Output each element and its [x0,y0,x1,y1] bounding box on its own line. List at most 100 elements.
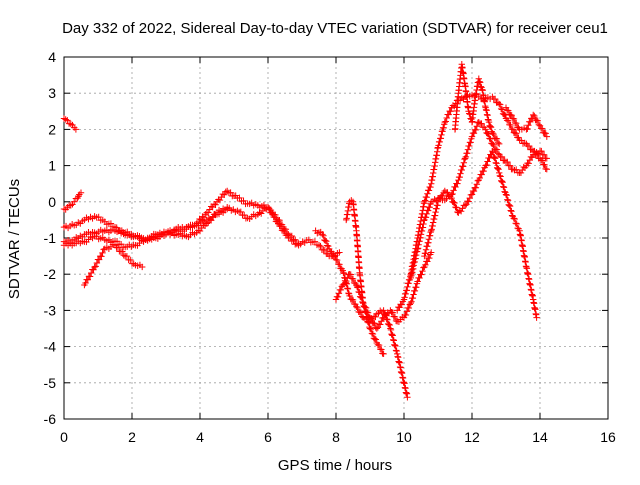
data-point [525,142,533,150]
data-point [205,209,212,216]
x-tick-label: 0 [60,429,68,445]
data-point [321,246,329,254]
data-point [344,285,352,293]
data-point [391,341,398,348]
data-point [496,140,503,148]
data-point [483,161,490,169]
data-point [241,211,248,219]
data-point [505,117,512,124]
data-point [390,336,397,343]
data-point [441,118,448,126]
data-point [322,237,329,244]
data-point [387,325,394,332]
data-point [511,215,518,223]
data-point [484,158,491,165]
data-point [86,273,94,280]
data-point [513,166,520,173]
data-point [482,126,489,133]
data-point [424,243,431,250]
data-point [282,226,290,233]
data-point [372,336,380,343]
y-tick-label: 0 [48,194,56,210]
data-point [315,242,323,249]
data-point [364,318,371,325]
data-point [543,166,550,173]
data-point [72,126,80,133]
data-point [333,256,341,264]
data-point [398,301,405,308]
chart-title: Day 332 of 2022, Sidereal Day-to-day VTE… [62,20,608,37]
data-point [336,249,343,256]
data-point [472,184,480,191]
data-point [90,266,97,273]
data-point [427,228,434,236]
data-point [288,232,295,240]
y-tick-label: -3 [44,302,57,318]
data-point [216,196,224,204]
data-point [402,311,410,319]
data-point [478,171,485,178]
data-point [534,117,541,124]
data-point [404,283,411,291]
data-point [496,169,503,177]
data-point [292,236,299,243]
data-point [543,155,550,162]
data-series [343,197,387,358]
data-point [494,150,502,157]
data-series [502,104,550,140]
x-tick-label: 6 [264,429,272,445]
data-point [324,242,331,249]
data-point [403,308,411,315]
data-point [421,197,429,204]
data-point [448,194,455,202]
data-point [212,201,219,208]
data-point [337,286,345,294]
data-point [335,290,343,297]
data-point [506,202,513,209]
data-point [539,125,546,132]
data-point [401,294,408,301]
data-point [331,253,339,260]
data-point [421,252,428,260]
data-point [527,118,534,126]
data-point [500,183,507,190]
data-point [475,75,482,82]
data-point [466,110,473,117]
data-point [408,298,415,305]
data-point [442,118,449,125]
data-point [200,214,208,221]
data-point [267,206,275,214]
y-tick-label: 1 [48,158,56,174]
data-point [482,162,489,169]
data-point [361,307,369,315]
data-point [476,79,484,86]
data-point [487,135,494,143]
data-point [530,111,537,119]
data-point [425,236,433,243]
data-point [273,215,280,223]
data-point [443,114,450,122]
data-point [426,204,433,211]
data-point [439,192,446,200]
data-point [468,191,476,198]
data-point [510,115,518,123]
y-tick-label: 4 [48,49,56,65]
data-point [113,238,121,245]
data-point [464,150,471,157]
data-series [60,115,80,133]
data-point [466,142,473,150]
data-point [493,164,501,171]
data-point [505,201,512,208]
data-points [60,61,550,401]
data-point [459,163,467,170]
y-axis-label: SDTVAR / TECUs [6,179,23,299]
data-point [384,320,392,328]
data-point [295,240,302,247]
data-point [498,178,506,185]
data-point [422,261,429,269]
data-point [525,160,532,167]
data-point [484,130,491,137]
data-point [524,125,531,132]
data-point [272,211,279,219]
data-point [506,202,514,210]
